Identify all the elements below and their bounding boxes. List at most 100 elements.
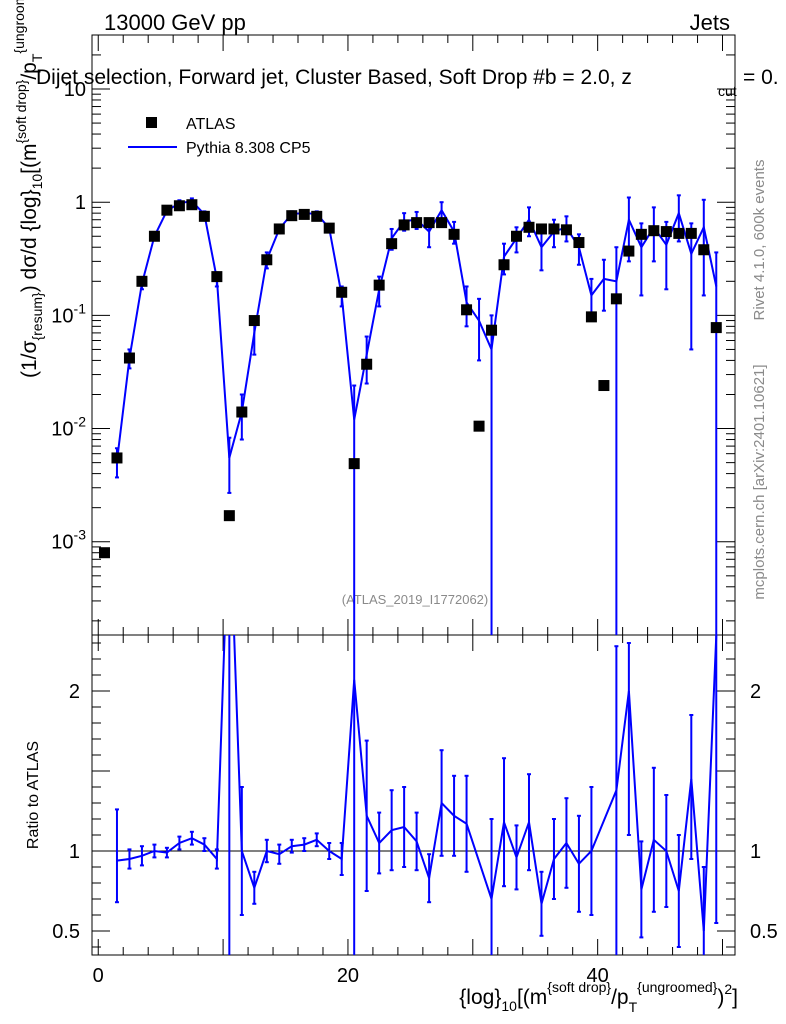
- atlas-data-point: [223, 510, 235, 522]
- atlas-data-point: [660, 226, 672, 238]
- ratio-y-tick-label: 1: [69, 841, 80, 863]
- atlas-data-point: [523, 221, 535, 233]
- atlas-data-point: [311, 210, 323, 222]
- atlas-data-point: [286, 210, 298, 222]
- atlas-data-point: [323, 222, 335, 234]
- main-y-tick-label: 10-2: [51, 414, 86, 441]
- title-main: Dijet selection, Forward jet, Cluster Ba…: [36, 66, 632, 89]
- atlas-data-point: [273, 223, 285, 235]
- title-tail: = 0.: [743, 66, 779, 89]
- atlas-data-point: [111, 452, 123, 464]
- ratio-y-axis-title: Ratio to ATLAS: [25, 741, 42, 849]
- atlas-data-point: [710, 322, 722, 334]
- atlas-data-point: [261, 254, 273, 266]
- atlas-data-point: [623, 245, 635, 257]
- xlabel-sub-10: 10: [501, 998, 517, 1014]
- atlas-data-point: [548, 223, 560, 235]
- main-y-axis-title: (1/σ{resum}) dσ/d {log}10[(m{soft drop}/…: [11, 0, 45, 378]
- xlabel-part-1: {log}: [459, 986, 501, 1009]
- ratio-y-tick-label-right: 0.5: [750, 921, 778, 943]
- x-axis-title-text: {log}10[(m{soft drop}/pT {ungroomed})2]: [459, 979, 738, 1015]
- atlas-data-point: [298, 208, 310, 220]
- atlas-data-point: [498, 259, 510, 271]
- main-y-axis-title-text: (1/σ{resum}) dσ/d {log}10[(m{soft drop}/…: [11, 0, 45, 378]
- atlas-data-point: [123, 352, 135, 364]
- atlas-data-point: [585, 311, 597, 323]
- atlas-data-point: [248, 315, 260, 327]
- atlas-data-point: [473, 420, 485, 432]
- x-tick-label: 0: [93, 965, 104, 987]
- xlabel-sup-sd: {soft drop}: [547, 979, 611, 995]
- process-label: Jets: [690, 10, 730, 35]
- ratio-y-tick-label: 0.5: [52, 921, 80, 943]
- atlas-data-point: [236, 406, 248, 418]
- atlas-data-point: [573, 237, 585, 249]
- atlas-data-point: [136, 275, 148, 287]
- legend: ATLAS Pythia 8.308 CP5: [128, 116, 311, 157]
- plot-title: Dijet selection, Forward jet, Cluster Ba…: [36, 66, 779, 99]
- xlabel-part-2: [(m: [517, 986, 547, 1009]
- legend-label-pythia: Pythia 8.308 CP5: [186, 140, 311, 157]
- ratio-line: [116, 635, 718, 932]
- atlas-data-point: [373, 279, 385, 291]
- mcplots-label: mcplots.cern.ch [arXiv:2401.10621]: [751, 364, 768, 599]
- atlas-data-point: [511, 230, 523, 242]
- atlas-data-point: [486, 324, 498, 336]
- main-y-axis: 10-3 10-2 10-1 1 10: [51, 34, 735, 622]
- atlas-data-point: [448, 228, 460, 240]
- atlas-data-point: [211, 271, 223, 283]
- main-y-tick-label: 10-3: [51, 527, 86, 554]
- ratio-y-tick-label: 2: [69, 681, 80, 703]
- atlas-data-point: [348, 458, 360, 470]
- ylabel-sub-resum: {resum}: [29, 292, 45, 341]
- atlas-data-point: [673, 227, 685, 239]
- ratio-y-axis: 0.5 0.5 1 1 2 2: [52, 642, 778, 948]
- atlas-data-point: [161, 204, 173, 216]
- xlabel-part-4: ): [717, 986, 724, 1009]
- main-plot-area: [98, 194, 722, 635]
- atlas-data-point: [535, 223, 547, 235]
- x-tick-label: 40: [587, 965, 609, 987]
- atlas-data-point: [336, 286, 348, 298]
- atlas-data-point: [598, 380, 610, 392]
- atlas-data-point: [461, 304, 473, 316]
- atlas-data-point: [423, 217, 435, 229]
- atlas-data-point: [648, 225, 660, 237]
- atlas-data-point: [685, 227, 697, 239]
- ylabel-sub-T: T: [29, 53, 45, 62]
- atlas-data-point: [98, 547, 110, 559]
- legend-label-atlas: ATLAS: [186, 116, 236, 133]
- atlas-data-point: [398, 219, 410, 231]
- atlas-data-point: [635, 228, 647, 240]
- main-y-tick-label: 1: [75, 192, 86, 214]
- ylabel-part-2: ) dσ/d {log}: [18, 189, 41, 292]
- atlas-data-point: [361, 358, 373, 370]
- xlabel-sup-2: 2: [724, 981, 732, 997]
- atlas-data-point: [386, 238, 398, 250]
- analysis-id-label: (ATLAS_2019_I1772062): [342, 592, 488, 607]
- ylabel-part-3: [(m: [18, 144, 41, 174]
- mc-line: [116, 200, 718, 461]
- atlas-data-point: [698, 244, 710, 256]
- xlabel-part-3: /p: [611, 986, 629, 1009]
- energy-label: 13000 GeV pp: [104, 10, 246, 35]
- xlabel-part-5: ]: [732, 986, 738, 1009]
- atlas-data-point: [560, 224, 572, 236]
- ratio-panel-frame: [91, 634, 736, 956]
- x-axis: 0 20 40: [93, 35, 724, 987]
- atlas-data-point: [148, 230, 160, 242]
- main-y-tick-label: 10: [64, 79, 86, 101]
- ylabel-part-1: (1/σ: [18, 340, 41, 378]
- title-subscript: cut: [718, 83, 737, 99]
- ratio-y-tick-label-right: 2: [750, 681, 761, 703]
- xlabel-sub-T: T: [629, 999, 638, 1015]
- atlas-data-point: [198, 210, 210, 222]
- atlas-data-point: [436, 217, 448, 229]
- rivet-label: Rivet 4.1.0, 600k events: [751, 160, 768, 321]
- atlas-data-point: [186, 199, 198, 211]
- atlas-data-point: [610, 293, 622, 305]
- ylabel-sup-ungroomed: {ungroomed}: [11, 0, 27, 54]
- ylabel-part-4: /p: [18, 62, 41, 80]
- x-axis-title: {log}10[(m{soft drop}/pT {ungroomed})2]: [459, 979, 738, 1015]
